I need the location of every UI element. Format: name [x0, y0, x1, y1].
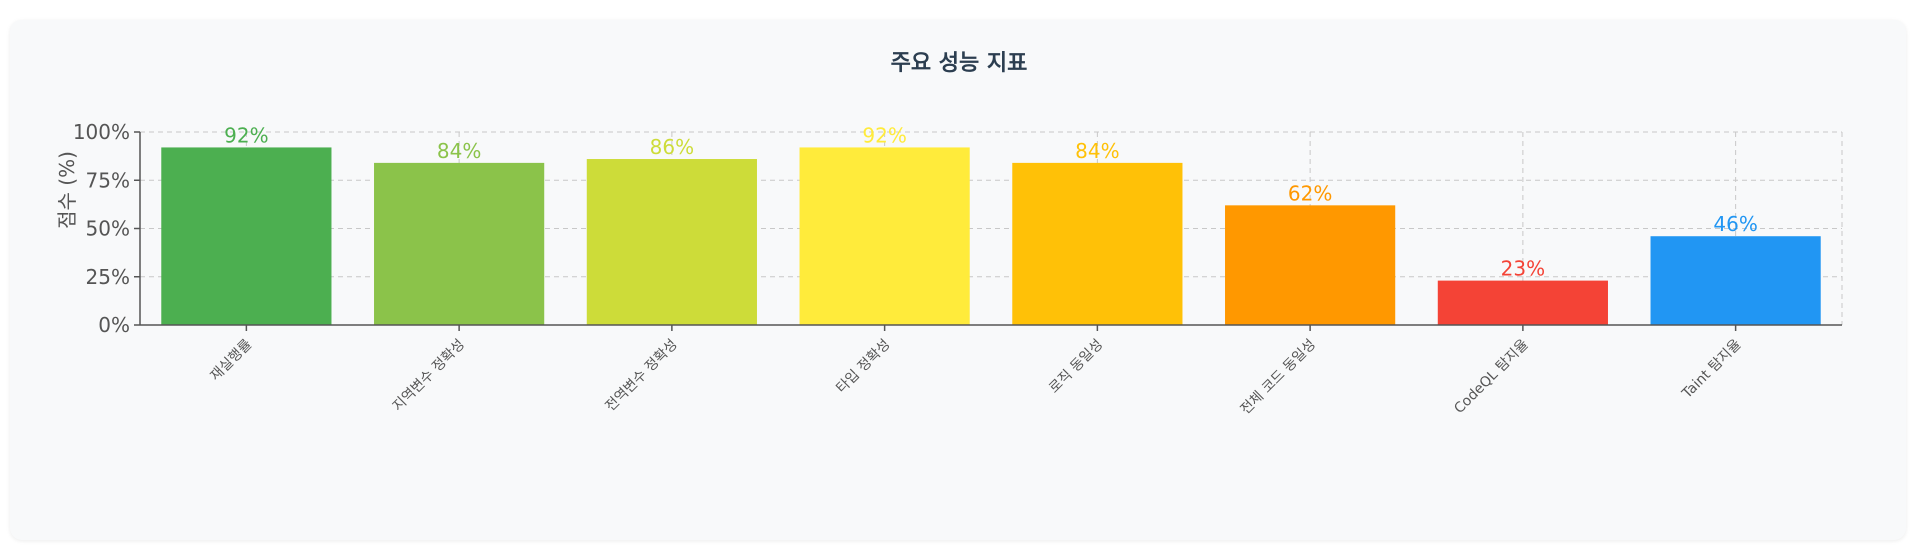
data-label: 62% — [1288, 181, 1332, 205]
x-tick-label: 재실행률 — [207, 336, 255, 384]
bar — [161, 147, 332, 325]
data-label: 92% — [862, 123, 906, 147]
bar — [586, 159, 757, 325]
bar-layer: 92% 84% 86% 92% 84% 62% 23% 46% — [161, 123, 1821, 325]
data-label: 92% — [224, 123, 268, 147]
y-tick-label: 0% — [98, 313, 130, 337]
y-tick-label: 50% — [86, 217, 130, 241]
y-tick-label: 25% — [86, 265, 130, 289]
bar — [1650, 236, 1821, 325]
x-tick-label: CodeQL 탐지율 — [1451, 336, 1532, 417]
x-tick-label: 전역변수 정확성 — [602, 337, 680, 415]
bar — [1225, 205, 1396, 325]
x-tick-label: 로직 동일성 — [1046, 337, 1106, 397]
x-tick-label: 전체 코드 동일성 — [1238, 337, 1319, 418]
bar — [374, 162, 545, 325]
y-tick-label: 100% — [73, 120, 130, 144]
data-label: 23% — [1501, 257, 1545, 281]
x-tick-label: 지역변수 정확성 — [390, 337, 468, 415]
y-tick-label: 75% — [86, 168, 130, 192]
x-tick-label: Taint 탐지율 — [1679, 336, 1745, 402]
data-label: 84% — [1075, 139, 1119, 163]
x-tick-label: 타입 정확성 — [833, 337, 893, 397]
bar — [1012, 162, 1183, 325]
y-axis-label: 점수 (%) — [55, 151, 79, 229]
chart-title: 주요 성능 지표 — [891, 51, 1028, 76]
data-label: 86% — [650, 135, 694, 159]
data-label: 84% — [437, 139, 481, 163]
bar — [799, 147, 970, 325]
bar — [1437, 280, 1608, 325]
data-label: 46% — [1713, 212, 1757, 236]
